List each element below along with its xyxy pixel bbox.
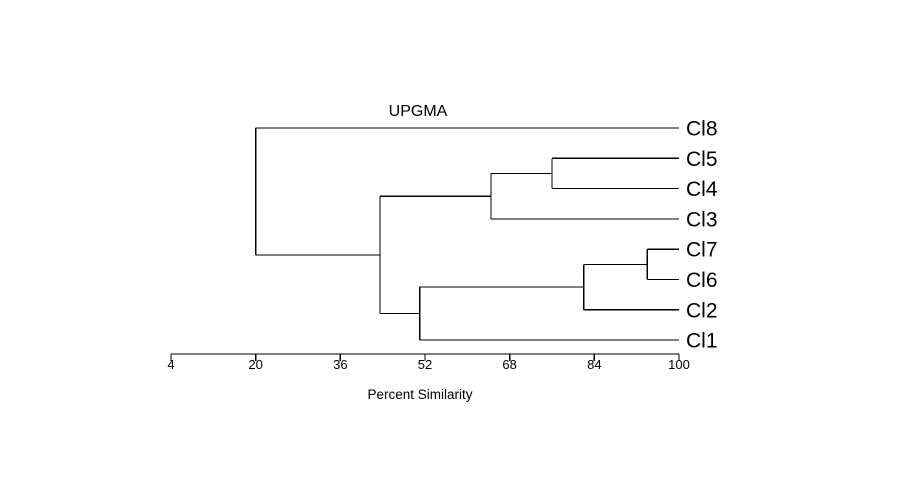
- chart-title: UPGMA: [389, 103, 448, 120]
- leaf-label-cl3: Cl3: [686, 208, 718, 231]
- x-tick-label-4: 4: [167, 357, 174, 372]
- x-tick-label-36: 36: [333, 357, 347, 372]
- x-tick-label-20: 20: [248, 357, 262, 372]
- leaf-label-cl1: Cl1: [686, 330, 718, 353]
- x-tick-label-84: 84: [587, 357, 601, 372]
- leaf-label-cl8: Cl8: [686, 118, 718, 141]
- leaf-label-cl2: Cl2: [686, 299, 718, 322]
- x-tick-label-100: 100: [668, 357, 690, 372]
- x-tick-label-68: 68: [502, 357, 516, 372]
- x-axis: 4 20 36 52 68 84 100: [167, 353, 690, 372]
- leaf-label-cl7: Cl7: [686, 239, 718, 262]
- x-axis-title: Percent Similarity: [367, 387, 472, 402]
- leaf-label-cl6: Cl6: [686, 269, 718, 292]
- x-tick-label-52: 52: [418, 357, 432, 372]
- leaf-label-cl5: Cl5: [686, 148, 718, 171]
- dendrogram-tree: [255, 127, 679, 341]
- leaf-label-cl4: Cl4: [686, 178, 718, 201]
- leaf-labels: Cl8 Cl5 Cl4 Cl3 Cl7 Cl6 Cl2 Cl1: [686, 118, 718, 353]
